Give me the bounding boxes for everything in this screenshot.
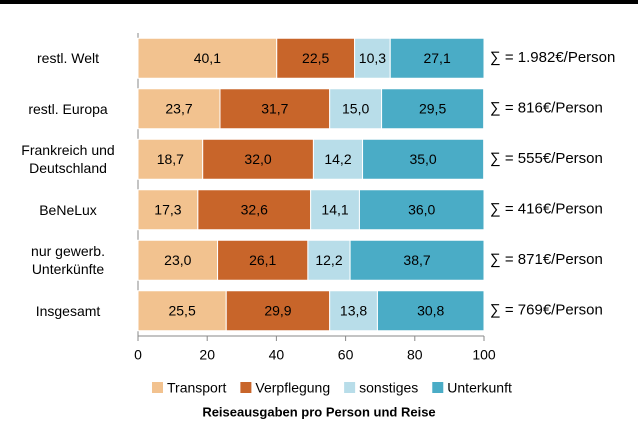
legend-swatch (432, 382, 444, 393)
value-label: 14,1 (321, 201, 348, 217)
value-label: 15,0 (342, 100, 369, 116)
x-tick-label: 60 (338, 347, 354, 363)
value-label: 30,8 (417, 302, 444, 318)
legend-swatch (344, 382, 356, 393)
bar-segment (137, 239, 219, 281)
y-tick-label: nur gewerb. Unterkünfte (31, 243, 105, 278)
value-label: 32,0 (244, 151, 271, 167)
bar-segment (197, 189, 312, 231)
bar-segment (329, 88, 383, 130)
bar-segment (354, 37, 391, 79)
value-label: 40,1 (194, 50, 221, 66)
x-tick-label: 100 (472, 347, 496, 363)
top-rule (0, 0, 638, 4)
value-label: 31,7 (261, 100, 288, 116)
bar-segment (310, 189, 360, 231)
y-tick-label: restl. Europa (28, 100, 108, 117)
value-label: 29,5 (419, 100, 446, 116)
bar-segment (276, 37, 356, 79)
value-label: 17,3 (154, 201, 181, 217)
chart-title: Reiseausgaben pro Person und Reise (202, 404, 435, 419)
legend-swatch (152, 382, 163, 393)
value-label: 12,2 (315, 252, 342, 268)
bar-segment (202, 138, 314, 180)
sum-label: ∑ = 416€/Person (490, 201, 603, 218)
bar-segment (137, 88, 221, 130)
bar-segment (217, 239, 309, 281)
y-tick-label: restl. Welt (37, 50, 99, 67)
y-tick-label: BeNeLux (39, 201, 97, 218)
sum-label: ∑ = 769€/Person (490, 302, 603, 319)
bar-segment (376, 290, 485, 332)
value-label: 38,7 (403, 252, 430, 268)
bar-segment (307, 239, 351, 281)
bar-segment (137, 189, 199, 231)
value-label: 14,2 (324, 151, 351, 167)
value-label: 32,6 (241, 201, 268, 217)
bar-segment (312, 138, 364, 180)
value-label: 13,8 (340, 302, 367, 318)
value-label: 25,5 (168, 302, 195, 318)
bar-segment (137, 37, 278, 79)
bar-segment (349, 239, 485, 281)
x-tick-label: 80 (407, 347, 423, 363)
value-label: 26,1 (249, 252, 276, 268)
legend-label: Verpflegung (255, 380, 330, 396)
y-tick-label: Frankreich und Deutschland (21, 142, 115, 177)
value-label: 35,0 (409, 151, 436, 167)
sum-label: ∑ = 555€/Person (490, 150, 603, 167)
legend-label: Transport (167, 380, 227, 396)
sum-label: ∑ = 871€/Person (490, 251, 603, 268)
bar-segment (137, 290, 227, 332)
bar-segment (329, 290, 378, 332)
value-label: 18,7 (157, 151, 184, 167)
bar-segment (137, 138, 204, 180)
legend-label: sonstiges (359, 380, 418, 396)
bar-segment (381, 88, 485, 130)
value-label: 10,3 (359, 50, 386, 66)
legend-swatch (240, 382, 252, 393)
legend-label: Unterkunft (447, 380, 512, 396)
value-label: 27,1 (423, 50, 450, 66)
value-label: 22,5 (302, 50, 329, 66)
value-label: 23,0 (164, 252, 191, 268)
bar-segment (389, 37, 485, 79)
value-label: 36,0 (408, 201, 435, 217)
y-tick-label: Insgesamt (35, 302, 101, 319)
sum-label: ∑ = 816€/Person (490, 100, 603, 117)
x-tick-label: 40 (269, 347, 285, 363)
value-label: 29,9 (264, 302, 291, 318)
x-tick-label: 0 (134, 347, 142, 363)
bar-segment (358, 189, 485, 231)
x-tick-label: 20 (199, 347, 215, 363)
sum-label: ∑ = 1.982€/Person (490, 49, 615, 66)
bar-segment (362, 138, 485, 180)
value-label: 23,7 (165, 100, 192, 116)
bar-segment (219, 88, 331, 130)
